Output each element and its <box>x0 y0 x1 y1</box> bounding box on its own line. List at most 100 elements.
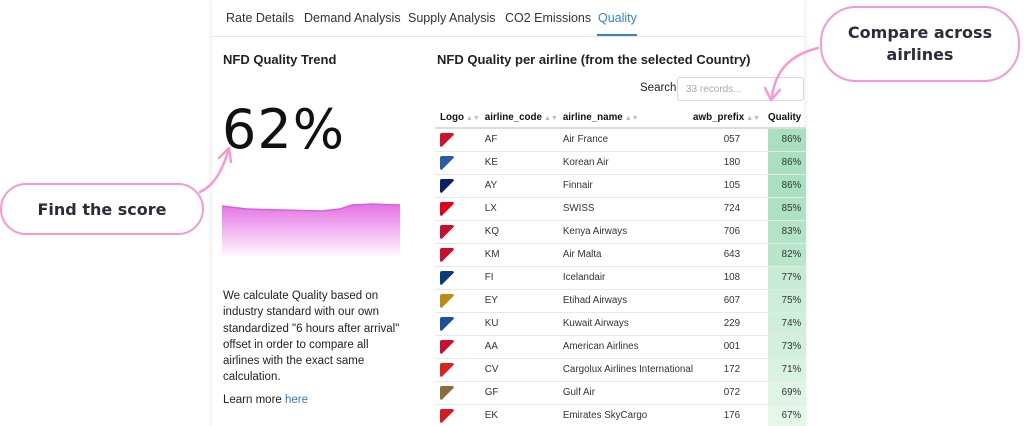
column-header-airline-code[interactable]: airline_code ▲▼ <box>479 107 558 129</box>
airline-code-cell: EY <box>479 289 558 313</box>
airline-name-cell: SWISS <box>557 197 693 221</box>
tab-rate-details[interactable]: Rate Details <box>226 11 295 25</box>
awb-prefix-cell: 229 <box>693 312 769 336</box>
airline-name-cell: Air France <box>557 128 693 152</box>
table-row[interactable]: AA American Airlines 001 73% <box>435 335 807 359</box>
quality-cell: 69% <box>768 381 807 405</box>
sort-icon: ▲▼ <box>465 114 480 122</box>
table-row[interactable]: LX SWISS 724 85% <box>435 197 807 221</box>
quality-trend-title: NFD Quality Trend <box>223 52 337 67</box>
table-row[interactable]: AF Air France 057 86% <box>435 128 807 152</box>
sort-icon: ▲▼ <box>746 114 761 122</box>
airline-quality-title: NFD Quality per airline (from the select… <box>437 52 751 67</box>
quality-cell: 85% <box>768 197 807 221</box>
awb-prefix-cell: 108 <box>693 266 769 290</box>
table-row[interactable]: FI Icelandair 108 77% <box>435 266 807 290</box>
quality-cell: 83% <box>768 220 807 244</box>
airline-code-cell: CV <box>479 358 558 382</box>
airline-name-cell: Kuwait Airways <box>557 312 693 336</box>
awb-prefix-cell: 072 <box>693 381 769 405</box>
awb-prefix-cell: 001 <box>693 335 769 359</box>
tab-demand-analysis[interactable]: Demand Analysis <box>304 11 401 25</box>
table-row[interactable]: CV Cargolux Airlines International 172 71% <box>435 358 807 382</box>
airline-logo-cell <box>435 312 480 336</box>
quality-cell: 86% <box>768 174 807 198</box>
callout-compare-airlines: Compare across airlines <box>820 6 1020 82</box>
tab-bar: Rate Details Demand Analysis Supply Anal… <box>212 0 804 37</box>
airline-name-cell: Icelandair <box>557 266 693 290</box>
table-body: AF Air France 057 86% KE Korean Air 180 86% AY Fi… <box>435 128 807 426</box>
awb-prefix-cell: 172 <box>693 358 769 382</box>
quality-cell: 86% <box>768 151 807 175</box>
table-row[interactable]: KQ Kenya Airways 706 83% <box>435 220 807 244</box>
learn-more-link[interactable]: here <box>285 394 309 406</box>
airline-code-cell: KU <box>479 312 558 336</box>
airline-name-cell: American Airlines <box>557 335 693 359</box>
quality-cell: 77% <box>768 266 807 290</box>
airline-logo-cell <box>435 289 480 313</box>
airline-logo-cell <box>435 197 480 221</box>
tab-co2-emissions[interactable]: CO2 Emissions <box>505 11 592 25</box>
airline-logo-cell <box>435 335 480 359</box>
table-row[interactable]: EK Emirates SkyCargo 176 67% <box>435 404 807 426</box>
airline-logo-icon <box>440 155 454 170</box>
awb-prefix-cell: 706 <box>693 220 769 244</box>
airline-logo-icon <box>440 339 454 354</box>
table-row[interactable]: KM Air Malta 643 82% <box>435 243 807 267</box>
airline-logo-icon <box>440 247 454 262</box>
table-row[interactable]: KU Kuwait Airways 229 74% <box>435 312 807 336</box>
table-row[interactable]: KE Korean Air 180 86% <box>435 151 807 175</box>
airline-logo-icon <box>440 201 454 216</box>
airline-code-cell: EK <box>479 404 558 426</box>
table-row[interactable]: EY Etihad Airways 607 75% <box>435 289 807 313</box>
airline-code-cell: KQ <box>479 220 558 244</box>
search-label: Search <box>640 82 677 94</box>
airline-code-cell: FI <box>479 266 558 290</box>
active-tab-indicator <box>597 34 637 36</box>
airline-logo-icon <box>440 408 454 423</box>
airline-code-cell: KE <box>479 151 558 175</box>
airline-logo-cell <box>435 174 480 198</box>
airline-logo-icon <box>440 293 454 308</box>
airline-code-cell: AA <box>479 335 558 359</box>
airline-logo-icon <box>440 270 454 285</box>
airline-code-cell: AF <box>479 128 558 152</box>
airline-code-cell: LX <box>479 197 558 221</box>
column-header-quality[interactable]: Quality <box>768 107 807 129</box>
learn-more: Learn more here <box>223 394 308 406</box>
airline-logo-icon <box>440 132 454 147</box>
airline-logo-cell <box>435 220 480 244</box>
airline-code-cell: GF <box>479 381 558 405</box>
column-header-logo[interactable]: Logo ▲▼ <box>435 107 480 129</box>
airline-quality-table: Logo ▲▼ airline_code ▲▼ airline_name ▲▼ awb… <box>435 107 807 426</box>
airline-logo-cell <box>435 381 480 405</box>
airline-name-cell: Korean Air <box>557 151 693 175</box>
sort-icon: ▲▼ <box>543 114 558 122</box>
quality-cell: 82% <box>768 243 807 267</box>
airline-name-cell: Finnair <box>557 174 693 198</box>
tab-quality[interactable]: Quality <box>598 11 637 25</box>
quality-cell: 74% <box>768 312 807 336</box>
tab-supply-analysis[interactable]: Supply Analysis <box>408 11 496 25</box>
airline-name-cell: Gulf Air <box>557 381 693 405</box>
quality-cell: 75% <box>768 289 807 313</box>
airline-logo-icon <box>440 224 454 239</box>
airline-code-cell: KM <box>479 243 558 267</box>
table-row[interactable]: GF Gulf Air 072 69% <box>435 381 807 405</box>
airline-logo-cell <box>435 358 480 382</box>
awb-prefix-cell: 057 <box>693 128 769 152</box>
table-header-row: Logo ▲▼ airline_code ▲▼ airline_name ▲▼ awb… <box>435 107 807 129</box>
airline-logo-cell <box>435 266 480 290</box>
search-input[interactable] <box>677 77 804 101</box>
column-header-airline-name[interactable]: airline_name ▲▼ <box>557 107 693 129</box>
learn-more-text: Learn more <box>223 394 282 406</box>
callout-find-score: Find the score <box>0 183 204 235</box>
quality-trend-sparkline <box>222 203 400 256</box>
quality-cell: 73% <box>768 335 807 359</box>
quality-cell: 67% <box>768 404 807 426</box>
column-header-awb-prefix[interactable]: awb_prefix ▲▼ <box>693 107 769 129</box>
airline-logo-icon <box>440 362 454 377</box>
airline-logo-cell <box>435 404 480 426</box>
awb-prefix-cell: 105 <box>693 174 769 198</box>
table-row[interactable]: AY Finnair 105 86% <box>435 174 807 198</box>
